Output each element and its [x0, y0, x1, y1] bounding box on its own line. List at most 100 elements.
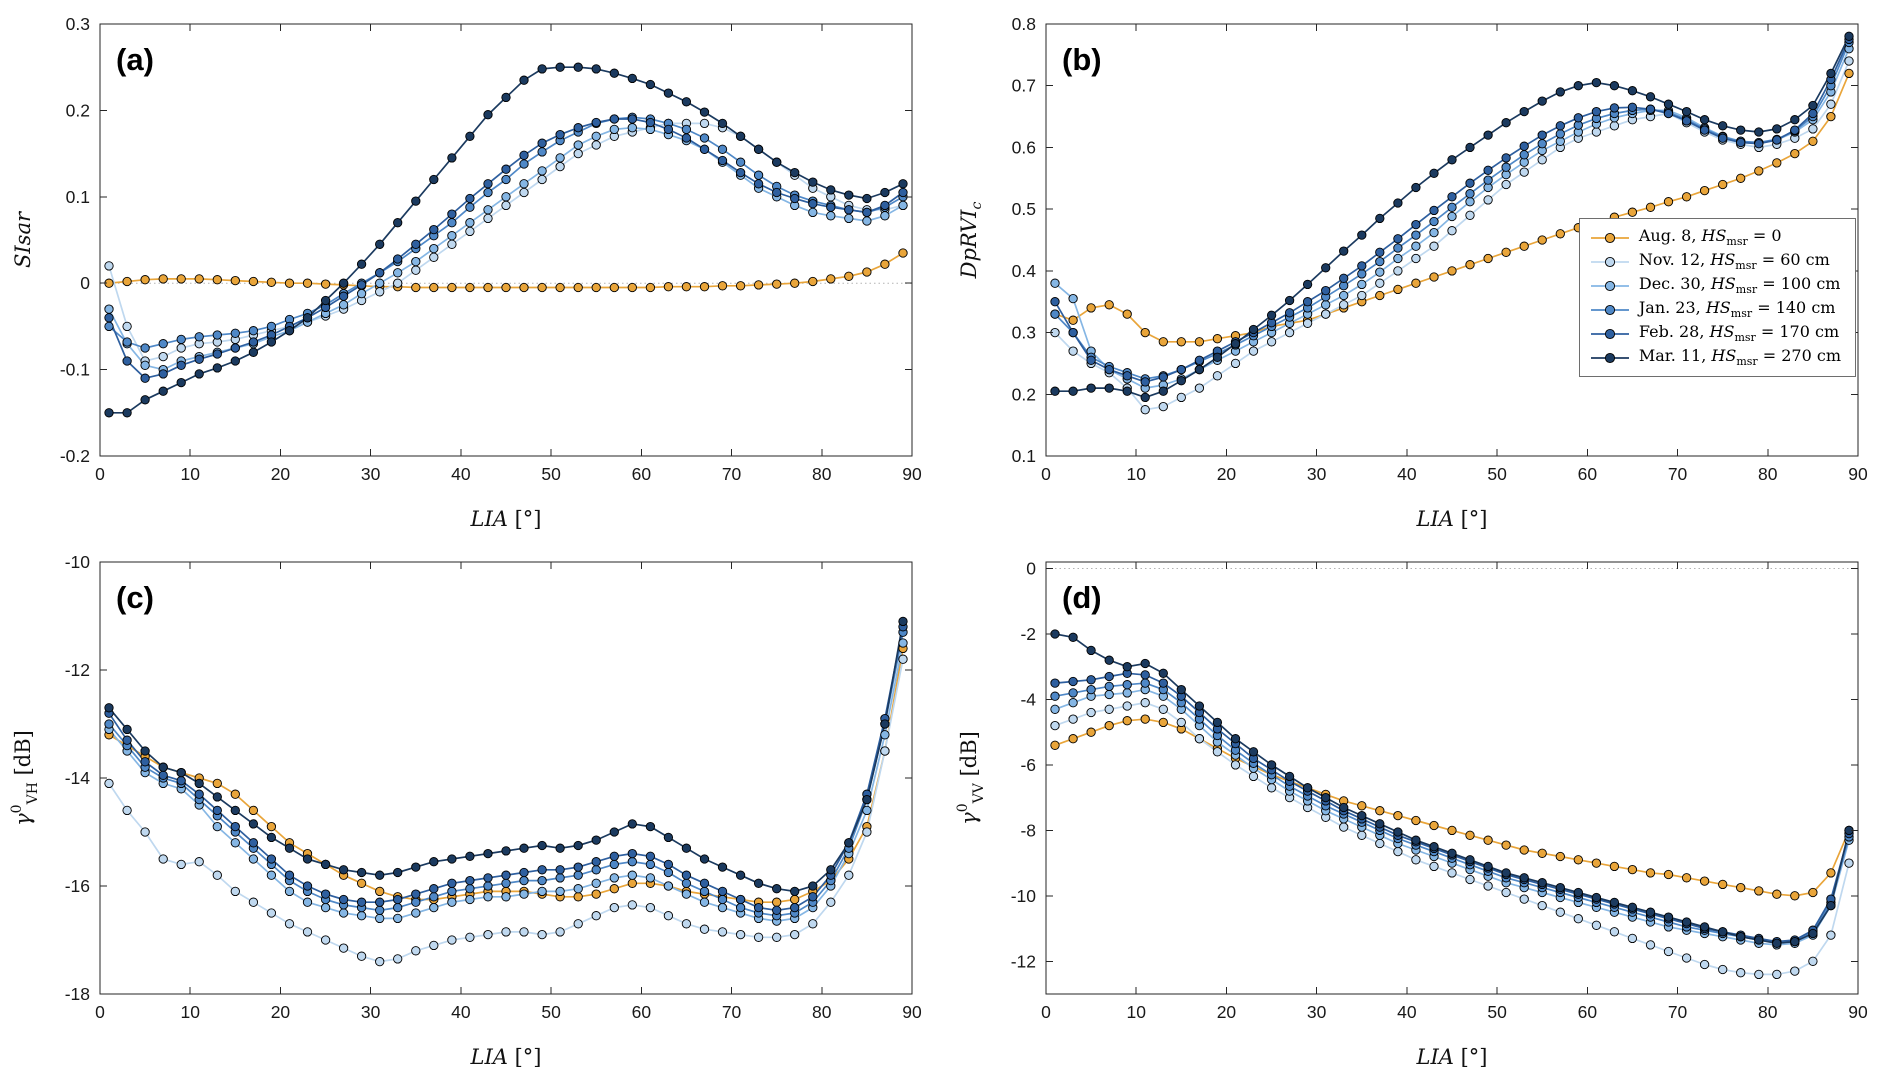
- series-line-mar11: [1054, 633, 1850, 945]
- data-marker: [663, 881, 674, 891]
- legend-label: Feb. 28, HSmsr = 170 cm: [1638, 322, 1840, 345]
- data-marker: [1429, 227, 1439, 238]
- data-marker: [627, 819, 637, 829]
- data-marker: [266, 854, 277, 864]
- data-marker: [122, 321, 132, 332]
- data-marker: [1681, 873, 1692, 883]
- data-marker: [483, 848, 493, 859]
- data-marker: [1790, 891, 1800, 901]
- data-marker: [1321, 792, 1331, 803]
- data-marker: [537, 886, 547, 897]
- chart-d: 0 10 20 30 40 50 60 70 80 90 -12 -10 -8 -6 -4 -2 0 (d) LIA…: [955, 559, 1868, 1069]
- x-tick-label: 50: [1487, 464, 1507, 484]
- data-marker: [1465, 830, 1475, 840]
- data-marker: [1194, 383, 1205, 393]
- data-marker: [573, 123, 583, 133]
- data-marker: [230, 821, 240, 832]
- data-marker: [1754, 935, 1764, 945]
- data-marker: [1393, 234, 1403, 244]
- data-marker: [880, 211, 890, 221]
- y-tick-label: 0.7: [1012, 76, 1036, 96]
- data-marker: [429, 224, 439, 235]
- data-marker: [122, 356, 132, 366]
- panel-letter: (d): [1062, 580, 1102, 615]
- legend-label: Mar. 11, HSmsr = 270 cm: [1638, 346, 1841, 369]
- data-marker: [176, 274, 186, 284]
- data-marker: [699, 133, 710, 143]
- data-marker: [158, 339, 168, 349]
- data-marker: [1429, 241, 1439, 251]
- data-marker: [555, 865, 565, 875]
- data-marker: [447, 854, 457, 864]
- data-marker: [898, 654, 908, 664]
- data-marker: [627, 114, 637, 124]
- data-marker: [1086, 383, 1096, 393]
- data-marker: [411, 196, 421, 206]
- data-marker: [717, 927, 728, 937]
- data-marker: [356, 951, 367, 961]
- data-marker: [898, 200, 908, 211]
- data-marker: [1429, 820, 1439, 831]
- data-marker: [1772, 135, 1782, 145]
- series-line-feb28: [108, 626, 904, 912]
- data-marker: [1104, 689, 1114, 700]
- data-marker: [1573, 887, 1583, 898]
- plot-box: [1045, 561, 1859, 995]
- data-marker: [681, 878, 692, 888]
- data-marker: [158, 770, 168, 780]
- data-marker: [194, 369, 204, 379]
- data-marker: [609, 859, 619, 870]
- data-marker: [483, 881, 493, 891]
- data-marker: [1357, 830, 1367, 840]
- data-marker: [591, 865, 601, 875]
- data-marker: [862, 193, 872, 204]
- data-marker: [1104, 300, 1114, 310]
- data-marker: [1158, 401, 1168, 412]
- data-marker: [1645, 104, 1656, 114]
- x-tick-label: 80: [812, 1002, 832, 1022]
- data-marker: [447, 209, 457, 219]
- data-marker: [645, 821, 656, 832]
- data-marker: [248, 819, 259, 829]
- data-marker: [753, 932, 764, 942]
- data-marker: [212, 805, 222, 816]
- data-marker: [1790, 115, 1800, 125]
- data-marker: [429, 243, 439, 254]
- data-marker: [1375, 290, 1385, 301]
- data-marker: [1104, 720, 1114, 731]
- data-marker: [717, 118, 728, 129]
- data-marker: [645, 859, 656, 870]
- series-line-aug8: [108, 648, 904, 904]
- data-marker: [790, 278, 800, 288]
- data-marker: [447, 239, 457, 249]
- y-tick-label: 0.8: [1012, 14, 1036, 34]
- data-marker: [1555, 87, 1565, 97]
- data-marker: [230, 805, 240, 816]
- data-marker: [356, 259, 367, 269]
- data-marker: [501, 282, 511, 293]
- data-marker: [826, 185, 836, 195]
- data-marker: [555, 282, 565, 293]
- data-marker: [591, 64, 601, 74]
- data-marker: [375, 287, 385, 297]
- data-marker: [266, 821, 277, 832]
- data-marker: [501, 878, 511, 888]
- panel-letter: (a): [116, 42, 154, 77]
- data-marker: [1826, 99, 1836, 109]
- data-marker: [699, 924, 710, 934]
- data-marker: [663, 867, 674, 878]
- x-tick-label: 90: [902, 464, 922, 484]
- data-marker: [1176, 684, 1186, 695]
- data-marker: [140, 373, 150, 383]
- data-marker: [1519, 873, 1529, 883]
- data-marker: [1645, 940, 1656, 950]
- data-marker: [176, 360, 186, 370]
- data-marker: [375, 905, 385, 915]
- data-marker: [1429, 861, 1439, 872]
- data-marker: [735, 131, 746, 141]
- data-marker: [573, 892, 583, 902]
- data-marker: [663, 124, 674, 135]
- data-marker: [699, 854, 710, 864]
- x-tick-label: 50: [541, 1002, 561, 1022]
- data-marker: [1050, 740, 1060, 750]
